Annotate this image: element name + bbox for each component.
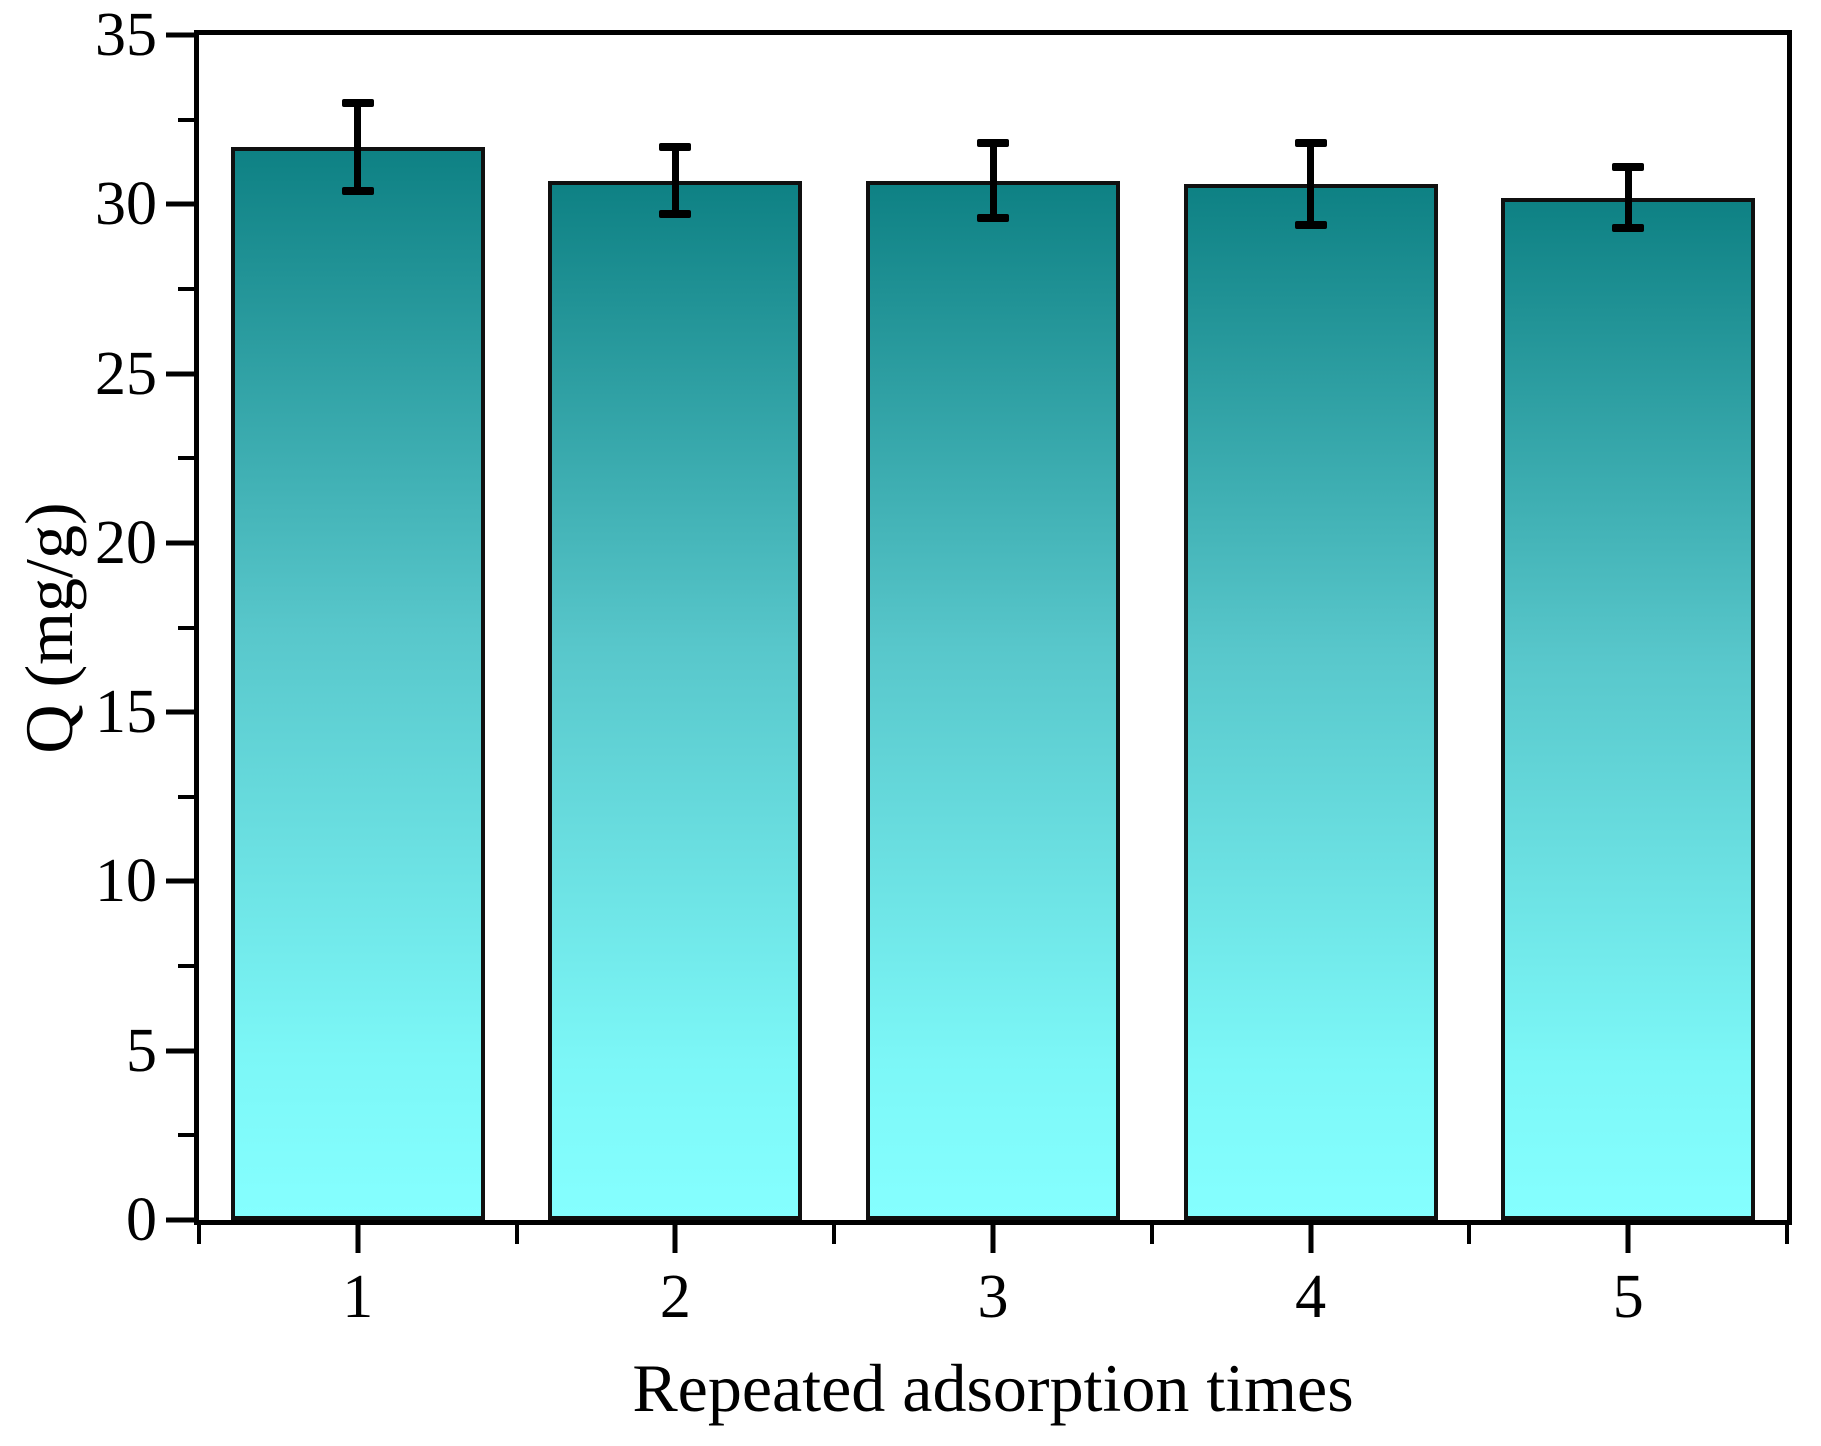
y-axis-title: Q (mg/g) [11, 501, 87, 754]
y-tick [166, 32, 199, 38]
bar-4 [1183, 183, 1438, 1220]
bar-5 [1501, 197, 1756, 1220]
y-tick [166, 709, 199, 715]
error-bar-line [1307, 143, 1315, 225]
y-tick [166, 540, 199, 546]
x-tick [672, 1220, 678, 1253]
x-tick [355, 1220, 361, 1253]
error-bar-cap-top [1294, 139, 1327, 148]
y-minor-tick [178, 117, 199, 122]
error-bar-cap-bottom [1612, 223, 1645, 232]
error-bar-cap-bottom [341, 186, 374, 195]
y-tick [166, 201, 199, 207]
x-tick-label: 5 [1612, 1263, 1644, 1331]
y-tick-label: 5 [126, 1016, 157, 1085]
bar-3 [865, 180, 1121, 1220]
x-tick-label: 2 [659, 1263, 691, 1331]
x-minor-tick [832, 1220, 837, 1244]
y-tick-label: 25 [95, 339, 157, 408]
y-tick [166, 371, 199, 377]
bar-1 [230, 146, 485, 1220]
y-minor-tick [178, 1133, 199, 1138]
x-tick-label: 4 [1295, 1263, 1327, 1331]
y-minor-tick [178, 794, 199, 799]
x-tick [1308, 1220, 1314, 1253]
x-minor-tick [514, 1220, 519, 1244]
y-tick-label: 15 [95, 678, 157, 747]
y-minor-tick [178, 286, 199, 291]
error-bar-line [1624, 167, 1632, 228]
x-minor-tick [1149, 1220, 1154, 1244]
error-bar-cap-top [341, 98, 374, 107]
y-tick-label: 0 [126, 1186, 157, 1254]
y-tick-label: 30 [95, 170, 157, 239]
error-bar-cap-top [1612, 163, 1645, 172]
error-bar-cap-bottom [659, 210, 692, 219]
error-bar-cap-bottom [1294, 220, 1327, 229]
x-tick [1625, 1220, 1631, 1253]
x-minor-tick [197, 1220, 201, 1244]
x-tick-label: 3 [977, 1263, 1009, 1331]
error-bar-line [671, 146, 679, 215]
x-minor-tick [1785, 1220, 1789, 1244]
y-tick-label: 35 [95, 1, 157, 69]
y-tick-label: 20 [95, 508, 157, 577]
y-tick [166, 1217, 199, 1223]
error-bar-cap-bottom [977, 213, 1009, 222]
y-minor-tick [178, 964, 199, 969]
x-tick-label: 1 [342, 1263, 374, 1331]
y-minor-tick [178, 625, 199, 630]
y-tick-label: 10 [95, 847, 157, 916]
x-minor-tick [1467, 1220, 1472, 1244]
x-axis-title: Repeated adsorption times [632, 1350, 1354, 1426]
error-bar-line [989, 143, 997, 218]
bar-2 [548, 180, 803, 1220]
error-bar-line [354, 102, 362, 191]
error-bar-cap-top [977, 139, 1009, 148]
error-bar-cap-top [659, 142, 692, 151]
y-tick [166, 1048, 199, 1054]
x-tick [990, 1220, 996, 1253]
y-minor-tick [178, 456, 199, 461]
y-tick [166, 878, 199, 884]
